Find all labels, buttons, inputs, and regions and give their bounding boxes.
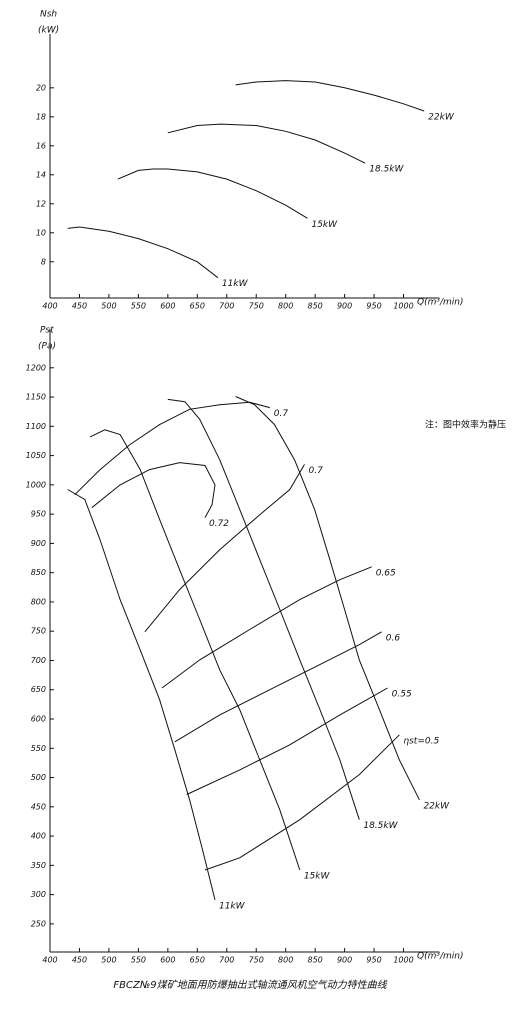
efficiency-curve-label: 0.7	[309, 466, 324, 476]
y-tick-label: 1100	[26, 422, 46, 431]
x-tick-label: 1000	[393, 302, 413, 311]
efficiency-curve	[174, 631, 382, 743]
y-tick-label: 10	[36, 228, 46, 237]
power-curve-label: 18.5kW	[363, 821, 398, 831]
x-tick-label: 900	[337, 302, 352, 311]
x-tick-label: 900	[337, 956, 352, 965]
power-curve-label: 11kW	[222, 279, 249, 289]
caption: FBCZ№9煤矿地面用防爆抽出式轴流通风机空气动力特性曲线	[113, 979, 387, 991]
efficiency-curve-label: 0.6	[386, 633, 401, 643]
x-axis-title: Q(m³/min)	[417, 952, 464, 962]
power-curve-label: 11kW	[219, 901, 246, 911]
x-tick-label: 650	[190, 956, 205, 965]
power-curve	[67, 489, 216, 901]
efficiency-curve-label: ηst=0.5	[403, 736, 439, 746]
x-tick-label: 700	[219, 302, 234, 311]
y-tick-label: 800	[31, 597, 46, 606]
x-tick-label: 950	[366, 302, 381, 311]
x-tick-label: 400	[42, 956, 57, 965]
x-tick-label: 550	[131, 302, 146, 311]
x-tick-label: 800	[278, 302, 293, 311]
efficiency-curve	[144, 464, 305, 633]
y-tick-label: 450	[31, 802, 46, 811]
y-tick-label: 1000	[26, 480, 46, 489]
efficiency-curve-label: 0.65	[376, 568, 396, 578]
efficiency-curve-label: 0.7	[274, 409, 289, 419]
power-curve-label: 15kW	[311, 220, 338, 230]
x-tick-label: 650	[190, 302, 205, 311]
y-tick-label: 12	[36, 199, 46, 208]
y-tick-label: 16	[36, 141, 46, 150]
y-tick-label: 300	[31, 890, 46, 899]
y-tick-label: 20	[36, 83, 46, 92]
power-curve	[167, 123, 366, 164]
power-curve	[89, 429, 301, 871]
power-curve-label: 22kW	[423, 801, 450, 811]
power-curve-label: 18.5kW	[369, 165, 404, 175]
y-axis-unit: (Pa)	[38, 342, 56, 352]
y-tick-label: 500	[31, 773, 46, 782]
power-curve-label: 22kW	[428, 113, 455, 123]
x-tick-label: 1000	[393, 956, 413, 965]
y-tick-label: 600	[31, 715, 46, 724]
efficiency-curve-label: 0.72	[209, 519, 229, 529]
y-tick-label: 400	[31, 832, 46, 841]
x-tick-label: 850	[308, 956, 323, 965]
efficiency-curve	[74, 401, 270, 496]
x-axis-title: Q(m³/min)	[417, 298, 464, 308]
x-tick-label: 600	[160, 956, 175, 965]
y-tick-label: 550	[31, 744, 46, 753]
y-tick-label: 1200	[26, 363, 46, 372]
efficiency-curve	[91, 462, 216, 518]
x-tick-label: 750	[249, 302, 264, 311]
y-tick-label: 650	[31, 685, 46, 694]
x-tick-label: 450	[72, 302, 87, 311]
y-tick-label: 850	[31, 568, 46, 577]
y-axis-title: Nsh	[40, 10, 57, 20]
x-tick-label: 850	[308, 302, 323, 311]
y-tick-label: 250	[31, 919, 46, 928]
y-tick-label: 8	[41, 257, 46, 266]
power-curve	[235, 396, 420, 801]
x-tick-label: 950	[366, 956, 381, 965]
y-tick-label: 750	[31, 627, 46, 636]
efficiency-curve	[186, 687, 388, 795]
x-tick-label: 700	[219, 956, 234, 965]
power-curve	[235, 80, 425, 112]
y-tick-label: 350	[31, 861, 46, 870]
y-axis-unit: (kW)	[38, 26, 59, 36]
y-tick-label: 1050	[26, 451, 46, 460]
power-curve	[67, 226, 219, 279]
efficiency-curve-label: 0.55	[392, 689, 412, 699]
y-tick-label: 18	[36, 112, 46, 121]
x-tick-label: 500	[101, 302, 116, 311]
power-curve	[117, 168, 308, 219]
efficiency-curve	[204, 734, 400, 871]
y-axis-title: Pst	[40, 326, 54, 336]
efficiency-curve	[161, 566, 372, 689]
y-tick-label: 1150	[26, 393, 46, 402]
x-tick-label: 450	[72, 956, 87, 965]
power-curve-label: 15kW	[304, 872, 331, 882]
y-tick-label: 14	[36, 170, 46, 179]
x-tick-label: 750	[249, 956, 264, 965]
x-tick-label: 800	[278, 956, 293, 965]
power-curve	[167, 398, 360, 820]
note: 注：图中效率为静压	[425, 419, 506, 431]
x-tick-label: 500	[101, 956, 116, 965]
y-tick-label: 700	[31, 656, 46, 665]
y-tick-label: 950	[31, 510, 46, 519]
y-tick-label: 900	[31, 539, 46, 548]
x-tick-label: 400	[42, 302, 57, 311]
x-tick-label: 600	[160, 302, 175, 311]
x-tick-label: 550	[131, 956, 146, 965]
